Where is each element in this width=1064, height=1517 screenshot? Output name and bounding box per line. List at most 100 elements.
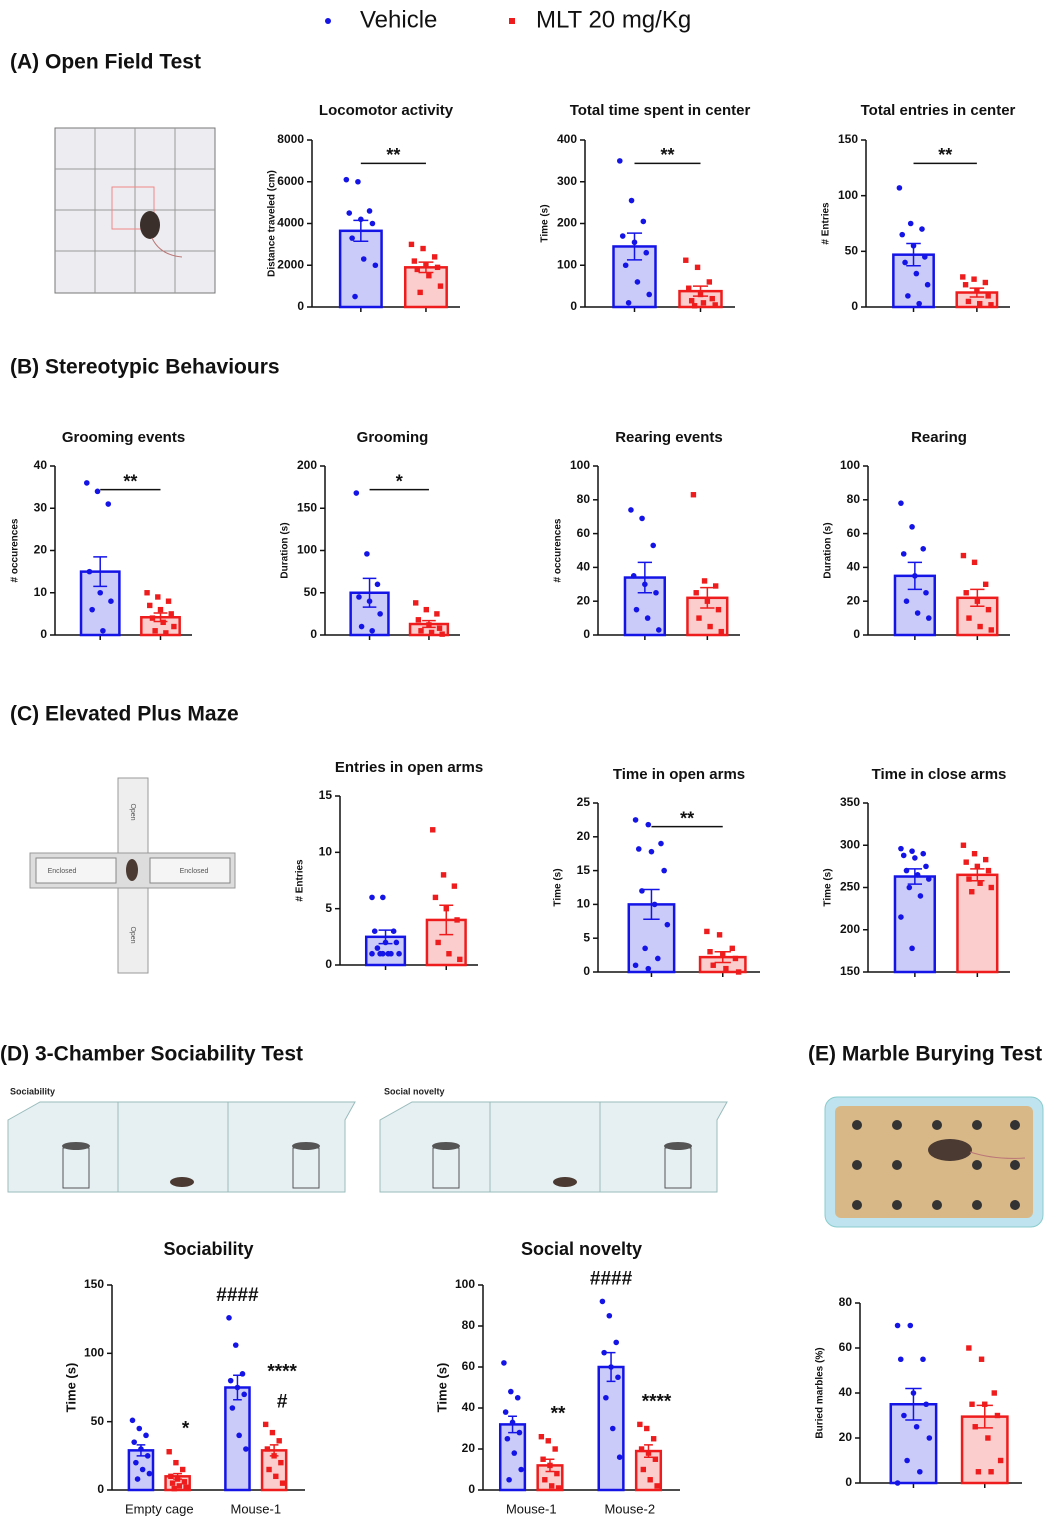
y-axis-label: Distance traveled (cm) [267,170,278,277]
data-point [87,569,93,575]
data-point [637,1422,642,1427]
data-point [702,578,707,583]
data-point [966,615,971,620]
y-tick-label: 15 [319,788,333,802]
panel-title: (B) Stereotypic Behaviours [10,356,280,379]
data-point [367,208,373,214]
y-tick-label: 8000 [277,132,304,146]
data-point [136,1426,142,1432]
data-point [280,1480,285,1485]
data-point [653,1457,658,1462]
data-point [420,246,425,251]
data-point [964,590,969,595]
data-point [241,1392,247,1398]
y-tick-label: 20 [847,593,861,607]
data-point [641,1467,646,1472]
data-point [983,280,988,285]
data-point [969,889,974,894]
data-point [505,1436,511,1442]
data-point [517,1430,523,1436]
y-tick-label: 60 [462,1359,476,1373]
data-point [601,1350,607,1356]
data-point [898,500,904,506]
y-tick-label: 300 [840,837,860,851]
data-point [701,300,706,305]
y-axis-label: Time (s) [823,868,834,906]
y-tick-label: 5 [583,930,590,944]
data-point [966,299,971,304]
data-point [633,817,639,823]
data-point [898,1356,904,1362]
y-tick-label: 80 [839,1295,853,1309]
data-point [895,1480,901,1486]
data-point [645,822,651,828]
y-axis-label: # Entries [821,202,832,245]
data-point [985,293,990,298]
data-point [989,627,994,632]
data-point [230,1405,236,1411]
y-tick-label: 20 [462,1441,476,1455]
data-point [170,1480,175,1485]
data-point [147,1471,153,1477]
y-tick-label: 150 [840,964,860,978]
data-point [646,292,652,298]
y-tick-label: 20 [577,829,591,843]
data-point [648,1477,653,1482]
data-point [423,263,428,268]
y-tick-label: 200 [840,922,860,936]
data-point [723,966,728,971]
data-point [432,254,437,259]
y-tick-label: 60 [847,526,861,540]
data-point [628,507,634,513]
data-point [168,1474,173,1479]
data-point [433,895,438,900]
data-point [130,1418,136,1424]
data-point [686,286,691,291]
data-point [655,956,661,962]
data-point [642,946,648,952]
data-point [183,1485,188,1490]
data-point [380,895,386,901]
data-point [683,258,688,263]
data-point [617,1454,623,1460]
y-tick-label: 200 [557,216,577,230]
data-point [388,951,394,957]
y-tick-label: 40 [577,560,591,574]
y-tick-label: 20 [839,1430,853,1444]
significance-label: **** [267,1361,297,1382]
data-point [539,1434,544,1439]
data-point [166,599,171,604]
y-axis-label: # occurences [553,518,564,582]
significance-label: ** [386,145,400,165]
y-tick-label: 10 [319,845,333,859]
chart-title: Locomotor activity [319,102,454,119]
data-point [367,598,373,604]
y-tick-label: 60 [577,526,591,540]
data-point [158,607,163,612]
data-point [607,1313,613,1319]
data-point [899,232,905,238]
maze-label: Enclosed [180,868,209,875]
data-point [355,179,361,185]
y-tick-label: 350 [840,795,860,809]
data-point [719,629,724,634]
y-tick-label: 6000 [277,174,304,188]
data-point [964,859,969,864]
data-point [243,1446,249,1452]
data-point [138,1446,144,1452]
data-point [918,893,924,899]
data-point [409,242,414,247]
data-point [631,573,637,579]
y-tick-label: 10 [34,585,48,599]
y-tick-label: 40 [462,1400,476,1414]
y-tick-label: 5 [325,901,332,915]
data-point [506,1477,512,1483]
y-tick-label: 80 [847,492,861,506]
data-point [510,1420,516,1426]
data-point [228,1378,234,1384]
data-point [105,501,111,507]
data-point [720,952,725,957]
y-tick-label: 300 [557,174,577,188]
data-point [540,1457,545,1462]
y-tick-label: 40 [34,458,48,472]
